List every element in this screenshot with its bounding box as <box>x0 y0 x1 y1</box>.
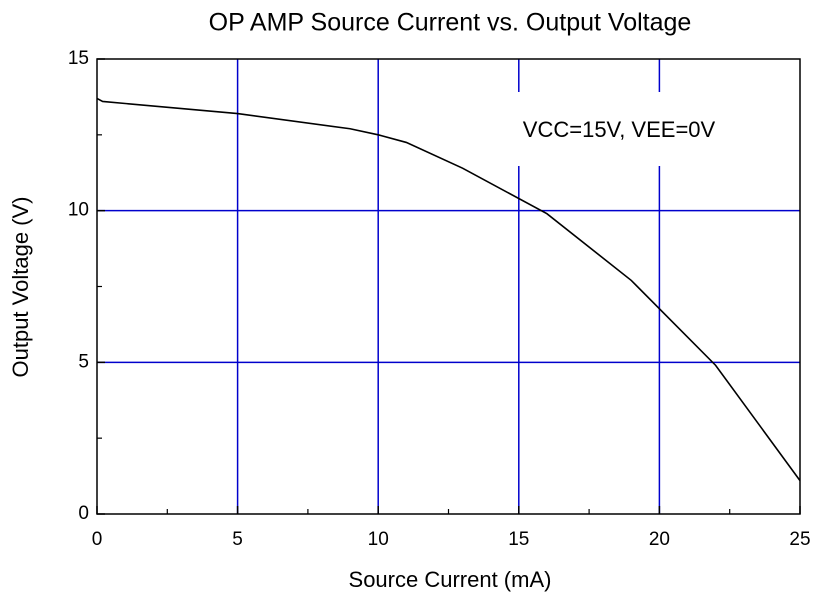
x-axis-label: Source Current (mA) <box>349 567 552 592</box>
data-line <box>96 97 801 482</box>
x-tick-label: 15 <box>508 529 529 550</box>
y-tick-label: 10 <box>68 200 89 221</box>
x-tick-label: 25 <box>789 529 810 550</box>
y-axis-label: Output Voltage (V) <box>8 197 33 378</box>
x-tick-label: 10 <box>368 529 389 550</box>
y-tick-label: 0 <box>78 503 89 524</box>
chart-title: OP AMP Source Current vs. Output Voltage <box>209 9 692 37</box>
y-tick-label: 15 <box>68 48 89 69</box>
x-tick-label: 0 <box>92 529 103 550</box>
x-tick-label: 20 <box>649 529 670 550</box>
annotation: VCC=15V, VEE=0V <box>523 117 716 142</box>
y-tick-label: 5 <box>78 351 89 372</box>
x-tick-label: 5 <box>232 529 243 550</box>
annotation-background <box>484 92 754 166</box>
